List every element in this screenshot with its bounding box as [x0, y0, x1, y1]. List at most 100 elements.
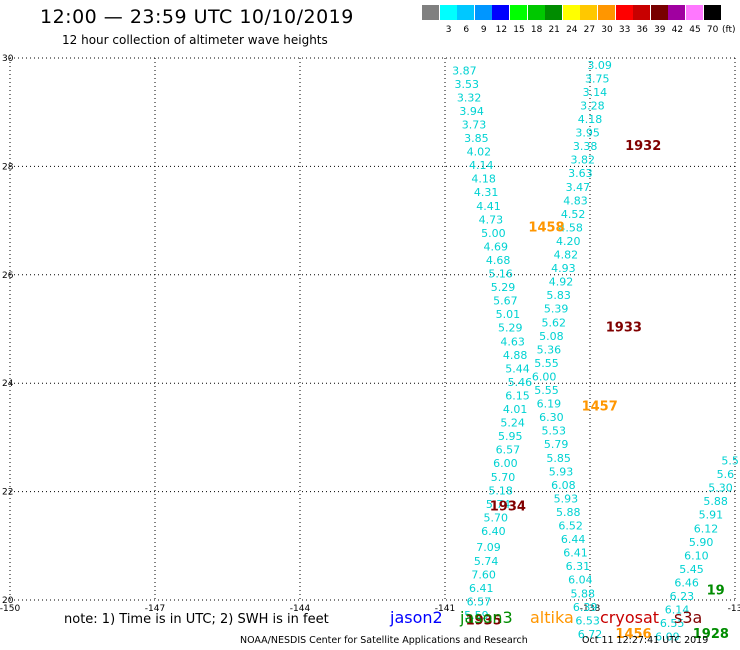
wave-height-value: 4.68 [486, 254, 511, 267]
wave-height-value: 5.67 [493, 295, 518, 308]
wave-height-value: 5.95 [498, 430, 523, 443]
wave-height-value: 4.92 [549, 276, 574, 289]
wave-height-value: 4.63 [500, 335, 525, 348]
color-swatch [633, 5, 651, 20]
longitude-tick-label: -147 [145, 604, 165, 614]
wave-height-value: 6.41 [563, 547, 588, 560]
wave-height-value: 6.40 [481, 525, 506, 538]
wave-height-value: 5.93 [554, 492, 579, 505]
color-swatch-label: 70 [706, 25, 719, 35]
wave-height-value: 5.91 [699, 509, 724, 522]
wave-height-value: 5.00 [481, 227, 506, 240]
wave-height-value: 6.57 [467, 595, 492, 608]
wave-height-value: 4.58 [558, 221, 583, 234]
satellite-label-jason3: jason3 [460, 608, 513, 627]
wave-height-value: 6.00 [493, 457, 518, 470]
wave-height-value: 6.30 [539, 411, 564, 424]
wave-height-value: 4.69 [484, 240, 509, 253]
wave-height-value: 3.63 [568, 167, 593, 180]
wave-height-value: 5.16 [488, 268, 513, 281]
wave-height-value: 5.5 [721, 455, 739, 468]
wave-height-value: 6.00 [532, 370, 557, 383]
latitude-tick-label: 30 [2, 54, 14, 64]
wave-height-value: 5.45 [679, 563, 704, 576]
pass-time-label: 1457 [582, 399, 618, 414]
wave-height-value: 3.75 [585, 72, 610, 85]
wave-height-value: 5.88 [703, 495, 728, 508]
wave-height-value: 5.53 [542, 425, 567, 438]
wave-height-value: 5.24 [500, 417, 525, 430]
wave-height-value: 5.70 [484, 511, 509, 524]
wave-height-value: 4.18 [471, 173, 496, 186]
wave-height-value: 6.55 [660, 617, 685, 630]
pass-time-label: 1456 [615, 627, 651, 642]
wave-height-value: 3.85 [464, 132, 489, 145]
color-swatch-label: 33 [618, 25, 631, 35]
color-swatch-label: 45 [689, 25, 701, 35]
wave-height-value: 4.01 [503, 403, 528, 416]
color-swatch [686, 5, 703, 20]
wave-height-value: 3.73 [462, 118, 487, 131]
wave-height-value: 4.41 [476, 200, 501, 213]
wave-height-value: 6.12 [694, 522, 719, 535]
wave-height-value: 5.18 [488, 484, 513, 497]
wave-height-value: 5.46 [508, 376, 533, 389]
wave-height-value: 6.15 [505, 389, 530, 402]
color-swatch [422, 5, 439, 20]
wave-height-value: 5.01 [496, 308, 521, 321]
wave-height-value: 5.44 [505, 362, 530, 375]
wave-height-value: 5.62 [542, 316, 567, 329]
pass-time-label: 19 [707, 584, 725, 599]
color-swatch [510, 5, 527, 20]
wave-height-value: 5.83 [546, 289, 571, 302]
map-title: 12:00 — 23:59 UTC 10/10/2019 [40, 6, 354, 28]
latitude-tick-label: 28 [2, 162, 14, 172]
color-scale-unit: (ft) [722, 25, 736, 35]
wave-height-value: 4.82 [554, 249, 579, 262]
color-swatch-label: 36 [636, 25, 648, 35]
wave-height-value: 4.20 [556, 235, 581, 248]
wave-height-value: 3.53 [455, 78, 480, 91]
wave-height-value: 3.14 [583, 86, 608, 99]
color-swatch [545, 5, 563, 20]
wave-height-value: 4.14 [469, 159, 494, 172]
wave-height-value: 6.52 [558, 520, 583, 533]
wave-height-value: 3.38 [573, 140, 598, 153]
map-subtitle: 12 hour collection of altimeter wave hei… [62, 33, 328, 47]
color-swatch-label: 30 [601, 25, 613, 35]
pass-time-label: 1933 [606, 321, 642, 336]
wave-height-value: 3.82 [571, 154, 596, 167]
latitude-tick-label: 22 [2, 488, 13, 498]
longitude-tick-label: -138 [580, 604, 601, 614]
wave-height-value: 7.09 [476, 541, 501, 554]
wave-height-value: 5.70 [491, 471, 516, 484]
wave-height-value: 6.23 [670, 590, 695, 603]
wave-height-value: 3.47 [566, 181, 591, 194]
wave-height-value: 5.74 [474, 555, 499, 568]
wave-height-value: 3.09 [587, 59, 612, 72]
wave-height-value: 6.14 [665, 604, 690, 617]
wave-height-value: 5.88 [571, 587, 596, 600]
wave-height-value: 6.41 [469, 582, 494, 595]
wave-height-value: 6.19 [537, 398, 562, 411]
wave-height-value: 4.52 [561, 208, 586, 221]
wave-height-value: 5.79 [544, 438, 569, 451]
wave-height-value: 5.90 [689, 536, 714, 549]
pass-time-label: 1932 [625, 139, 661, 154]
wave-height-value: 5.39 [544, 303, 569, 316]
color-swatch-label: 3 [445, 25, 452, 35]
units-note: note: 1) Time is in UTC; 2) SWH is in fe… [64, 612, 329, 627]
longitude-tick-label: -150 [0, 604, 20, 614]
wave-height-value: 6.46 [674, 576, 699, 589]
wave-height-value: 3.28 [580, 99, 605, 112]
wave-height-value: 4.02 [467, 146, 492, 159]
color-swatch [615, 5, 633, 20]
wave-height-value: 4.73 [479, 213, 504, 226]
color-swatch [527, 5, 545, 20]
color-swatch-label: 21 [548, 25, 560, 35]
wave-height-value: 6.39 [573, 601, 598, 614]
wave-height-value: 4.88 [503, 349, 528, 362]
wave-height-value: 5.88 [556, 506, 581, 519]
wave-height-value: 6.72 [578, 628, 603, 641]
